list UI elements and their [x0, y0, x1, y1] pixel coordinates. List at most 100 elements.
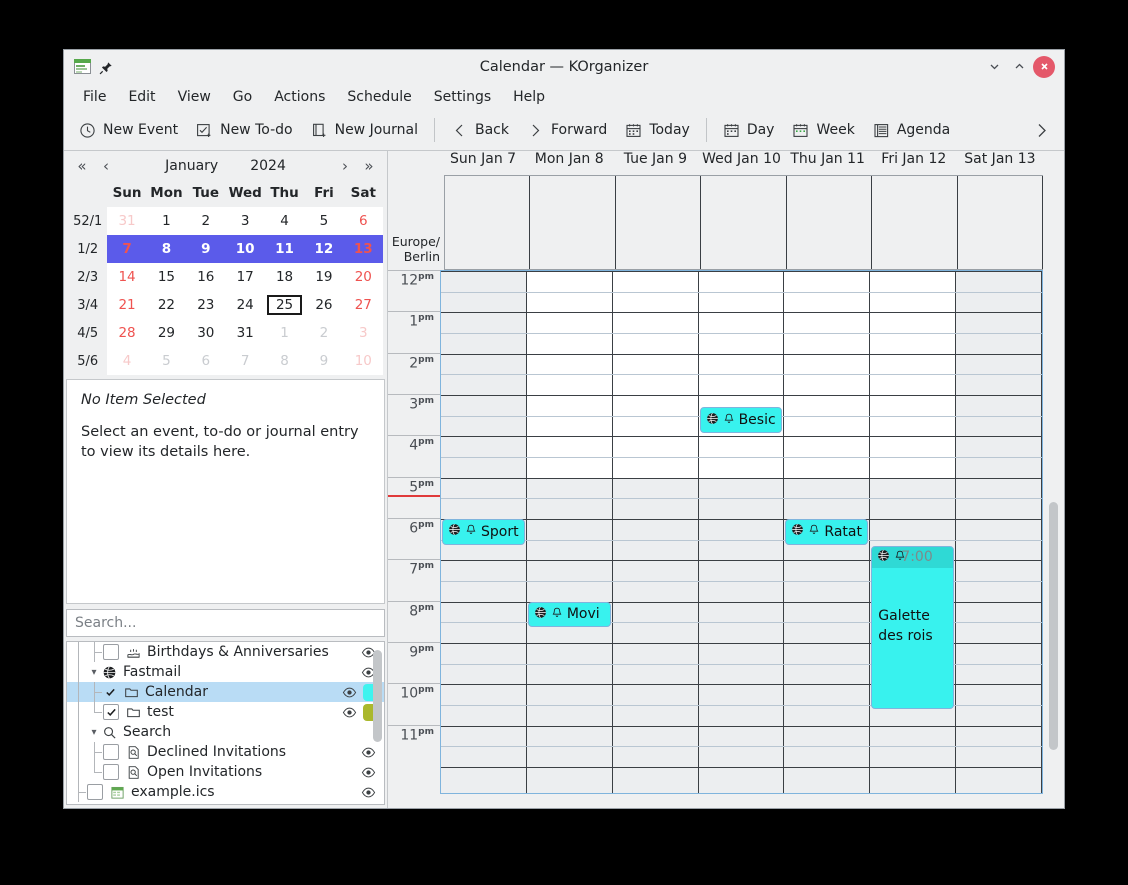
- minicalendar-day[interactable]: 8: [264, 347, 305, 375]
- minicalendar-day[interactable]: 27: [343, 291, 383, 319]
- calendar-tree-item[interactable]: ▾ Fastmail: [67, 662, 384, 682]
- week-number[interactable]: 4/5: [68, 319, 108, 347]
- calendar-event[interactable]: Sport: [442, 519, 525, 545]
- minimize-button[interactable]: [983, 56, 1005, 78]
- minicalendar-day[interactable]: 8: [146, 235, 187, 263]
- menu-edit[interactable]: Edit: [128, 88, 156, 105]
- today-button[interactable]: Today: [616, 117, 699, 144]
- minicalendar-day[interactable]: 14: [107, 263, 147, 291]
- eye-icon[interactable]: [360, 764, 376, 780]
- minicalendar-day[interactable]: 30: [186, 319, 226, 347]
- calendar-tree-item[interactable]: Calendar: [67, 682, 384, 702]
- calendar-checkbox[interactable]: [103, 685, 117, 699]
- minicalendar-day[interactable]: 23: [186, 291, 226, 319]
- menu-view[interactable]: View: [177, 88, 211, 105]
- calendar-checkbox[interactable]: [87, 784, 103, 800]
- minicalendar-day[interactable]: 4: [264, 207, 305, 235]
- calendar-event[interactable]: Movi: [527, 601, 611, 628]
- all-day-cell[interactable]: [701, 176, 787, 269]
- week-number[interactable]: 52/1: [68, 207, 108, 235]
- minicalendar-day[interactable]: 28: [107, 319, 147, 347]
- minicalendar-day[interactable]: 1: [264, 319, 305, 347]
- minicalendar-day[interactable]: 16: [186, 263, 226, 291]
- eye-icon[interactable]: [341, 704, 357, 720]
- minicalendar-month[interactable]: January: [165, 158, 219, 174]
- all-day-columns[interactable]: [444, 175, 1043, 270]
- forward-button[interactable]: Forward: [518, 117, 616, 144]
- agenda-view-button[interactable]: Agenda: [864, 117, 959, 144]
- minicalendar-day[interactable]: 18: [264, 263, 305, 291]
- day-column[interactable]: [526, 271, 613, 793]
- minicalendar-day[interactable]: 12: [304, 235, 344, 263]
- next-year-button[interactable]: »: [364, 157, 374, 175]
- prev-month-button[interactable]: ‹: [103, 157, 109, 175]
- agenda-vertical-scrollbar[interactable]: [1047, 270, 1060, 794]
- calendar-tree-item[interactable]: example.ics: [67, 782, 384, 802]
- maximize-button[interactable]: [1008, 56, 1030, 78]
- minicalendar-day[interactable]: 9: [304, 347, 344, 375]
- calendar-event[interactable]: 7:00 Galette des rois: [871, 545, 955, 710]
- calendar-tree[interactable]: Birthdays & Anniversaries ▾ Fastmail Calend…: [66, 641, 385, 805]
- day-header[interactable]: Sun Jan 7: [450, 151, 517, 167]
- calendar-event[interactable]: Besic: [699, 407, 783, 434]
- calendar-checkbox[interactable]: [103, 704, 119, 720]
- minicalendar-day[interactable]: 5: [304, 207, 344, 235]
- day-header[interactable]: Mon Jan 8: [534, 151, 604, 167]
- minicalendar-year[interactable]: 2024: [250, 158, 286, 174]
- minicalendar-day[interactable]: 3: [225, 207, 265, 235]
- minicalendar-day[interactable]: 9: [186, 235, 226, 263]
- day-view-button[interactable]: Day: [714, 117, 784, 144]
- calendar-checkbox[interactable]: [103, 764, 119, 780]
- minicalendar-day[interactable]: 4: [107, 347, 147, 375]
- day-column[interactable]: [870, 271, 957, 793]
- minicalendar-day[interactable]: 19: [304, 263, 344, 291]
- minicalendar-day[interactable]: 11: [264, 235, 305, 263]
- calendar-tree-item[interactable]: Open Invitations: [67, 762, 384, 782]
- day-header[interactable]: Tue Jan 9: [623, 151, 687, 167]
- minicalendar-day[interactable]: 2: [304, 319, 344, 347]
- minicalendar-day[interactable]: 6: [343, 207, 383, 235]
- search-input[interactable]: Search...: [66, 609, 385, 637]
- toolbar-overflow-button[interactable]: [1025, 117, 1058, 144]
- eye-icon[interactable]: [360, 744, 376, 760]
- minicalendar-day[interactable]: 21: [107, 291, 147, 319]
- week-number[interactable]: 2/3: [68, 263, 108, 291]
- calendar-tree-scrollbar[interactable]: [373, 650, 382, 742]
- minicalendar-day[interactable]: 10: [343, 347, 383, 375]
- chevron-down-icon[interactable]: ▾: [91, 666, 97, 678]
- minicalendar-day[interactable]: 1: [146, 207, 187, 235]
- minicalendar-day[interactable]: 24: [225, 291, 265, 319]
- back-button[interactable]: Back: [442, 117, 518, 144]
- new-event-button[interactable]: New Event: [70, 117, 187, 144]
- minicalendar-day[interactable]: 2: [186, 207, 226, 235]
- minicalendar-day[interactable]: 29: [146, 319, 187, 347]
- all-day-cell[interactable]: [958, 176, 1043, 269]
- calendar-checkbox[interactable]: [103, 744, 119, 760]
- minicalendar-day[interactable]: 3: [343, 319, 383, 347]
- new-journal-button[interactable]: New Journal: [302, 117, 427, 144]
- close-button[interactable]: [1033, 55, 1055, 78]
- day-header[interactable]: Fri Jan 12: [881, 151, 947, 167]
- menu-schedule[interactable]: Schedule: [347, 88, 412, 105]
- menu-help[interactable]: Help: [513, 88, 546, 105]
- scrollbar-thumb[interactable]: [1049, 502, 1058, 750]
- day-column[interactable]: [612, 271, 699, 793]
- all-day-cell[interactable]: [530, 176, 616, 269]
- menu-file[interactable]: File: [83, 88, 107, 105]
- minicalendar-day[interactable]: 20: [343, 263, 383, 291]
- minicalendar-day[interactable]: 6: [186, 347, 226, 375]
- minicalendar-day[interactable]: 17: [225, 263, 265, 291]
- minicalendar-day[interactable]: 10: [225, 235, 265, 263]
- calendar-tree-item[interactable]: test: [67, 702, 384, 722]
- day-header[interactable]: Sat Jan 13: [964, 151, 1036, 167]
- menu-settings[interactable]: Settings: [433, 88, 492, 105]
- all-day-cell[interactable]: [872, 176, 958, 269]
- minicalendar-day[interactable]: 7: [225, 347, 265, 375]
- minicalendar-day[interactable]: 26: [304, 291, 344, 319]
- calendar-tree-item[interactable]: Declined Invitations: [67, 742, 384, 762]
- week-number[interactable]: 5/6: [68, 347, 108, 375]
- minicalendar-day[interactable]: 22: [146, 291, 187, 319]
- agenda-grid[interactable]: Besic Sport Ratat Movi 7:00 Galette des rois: [440, 270, 1043, 794]
- eye-icon[interactable]: [360, 784, 376, 800]
- eye-icon[interactable]: [341, 684, 357, 700]
